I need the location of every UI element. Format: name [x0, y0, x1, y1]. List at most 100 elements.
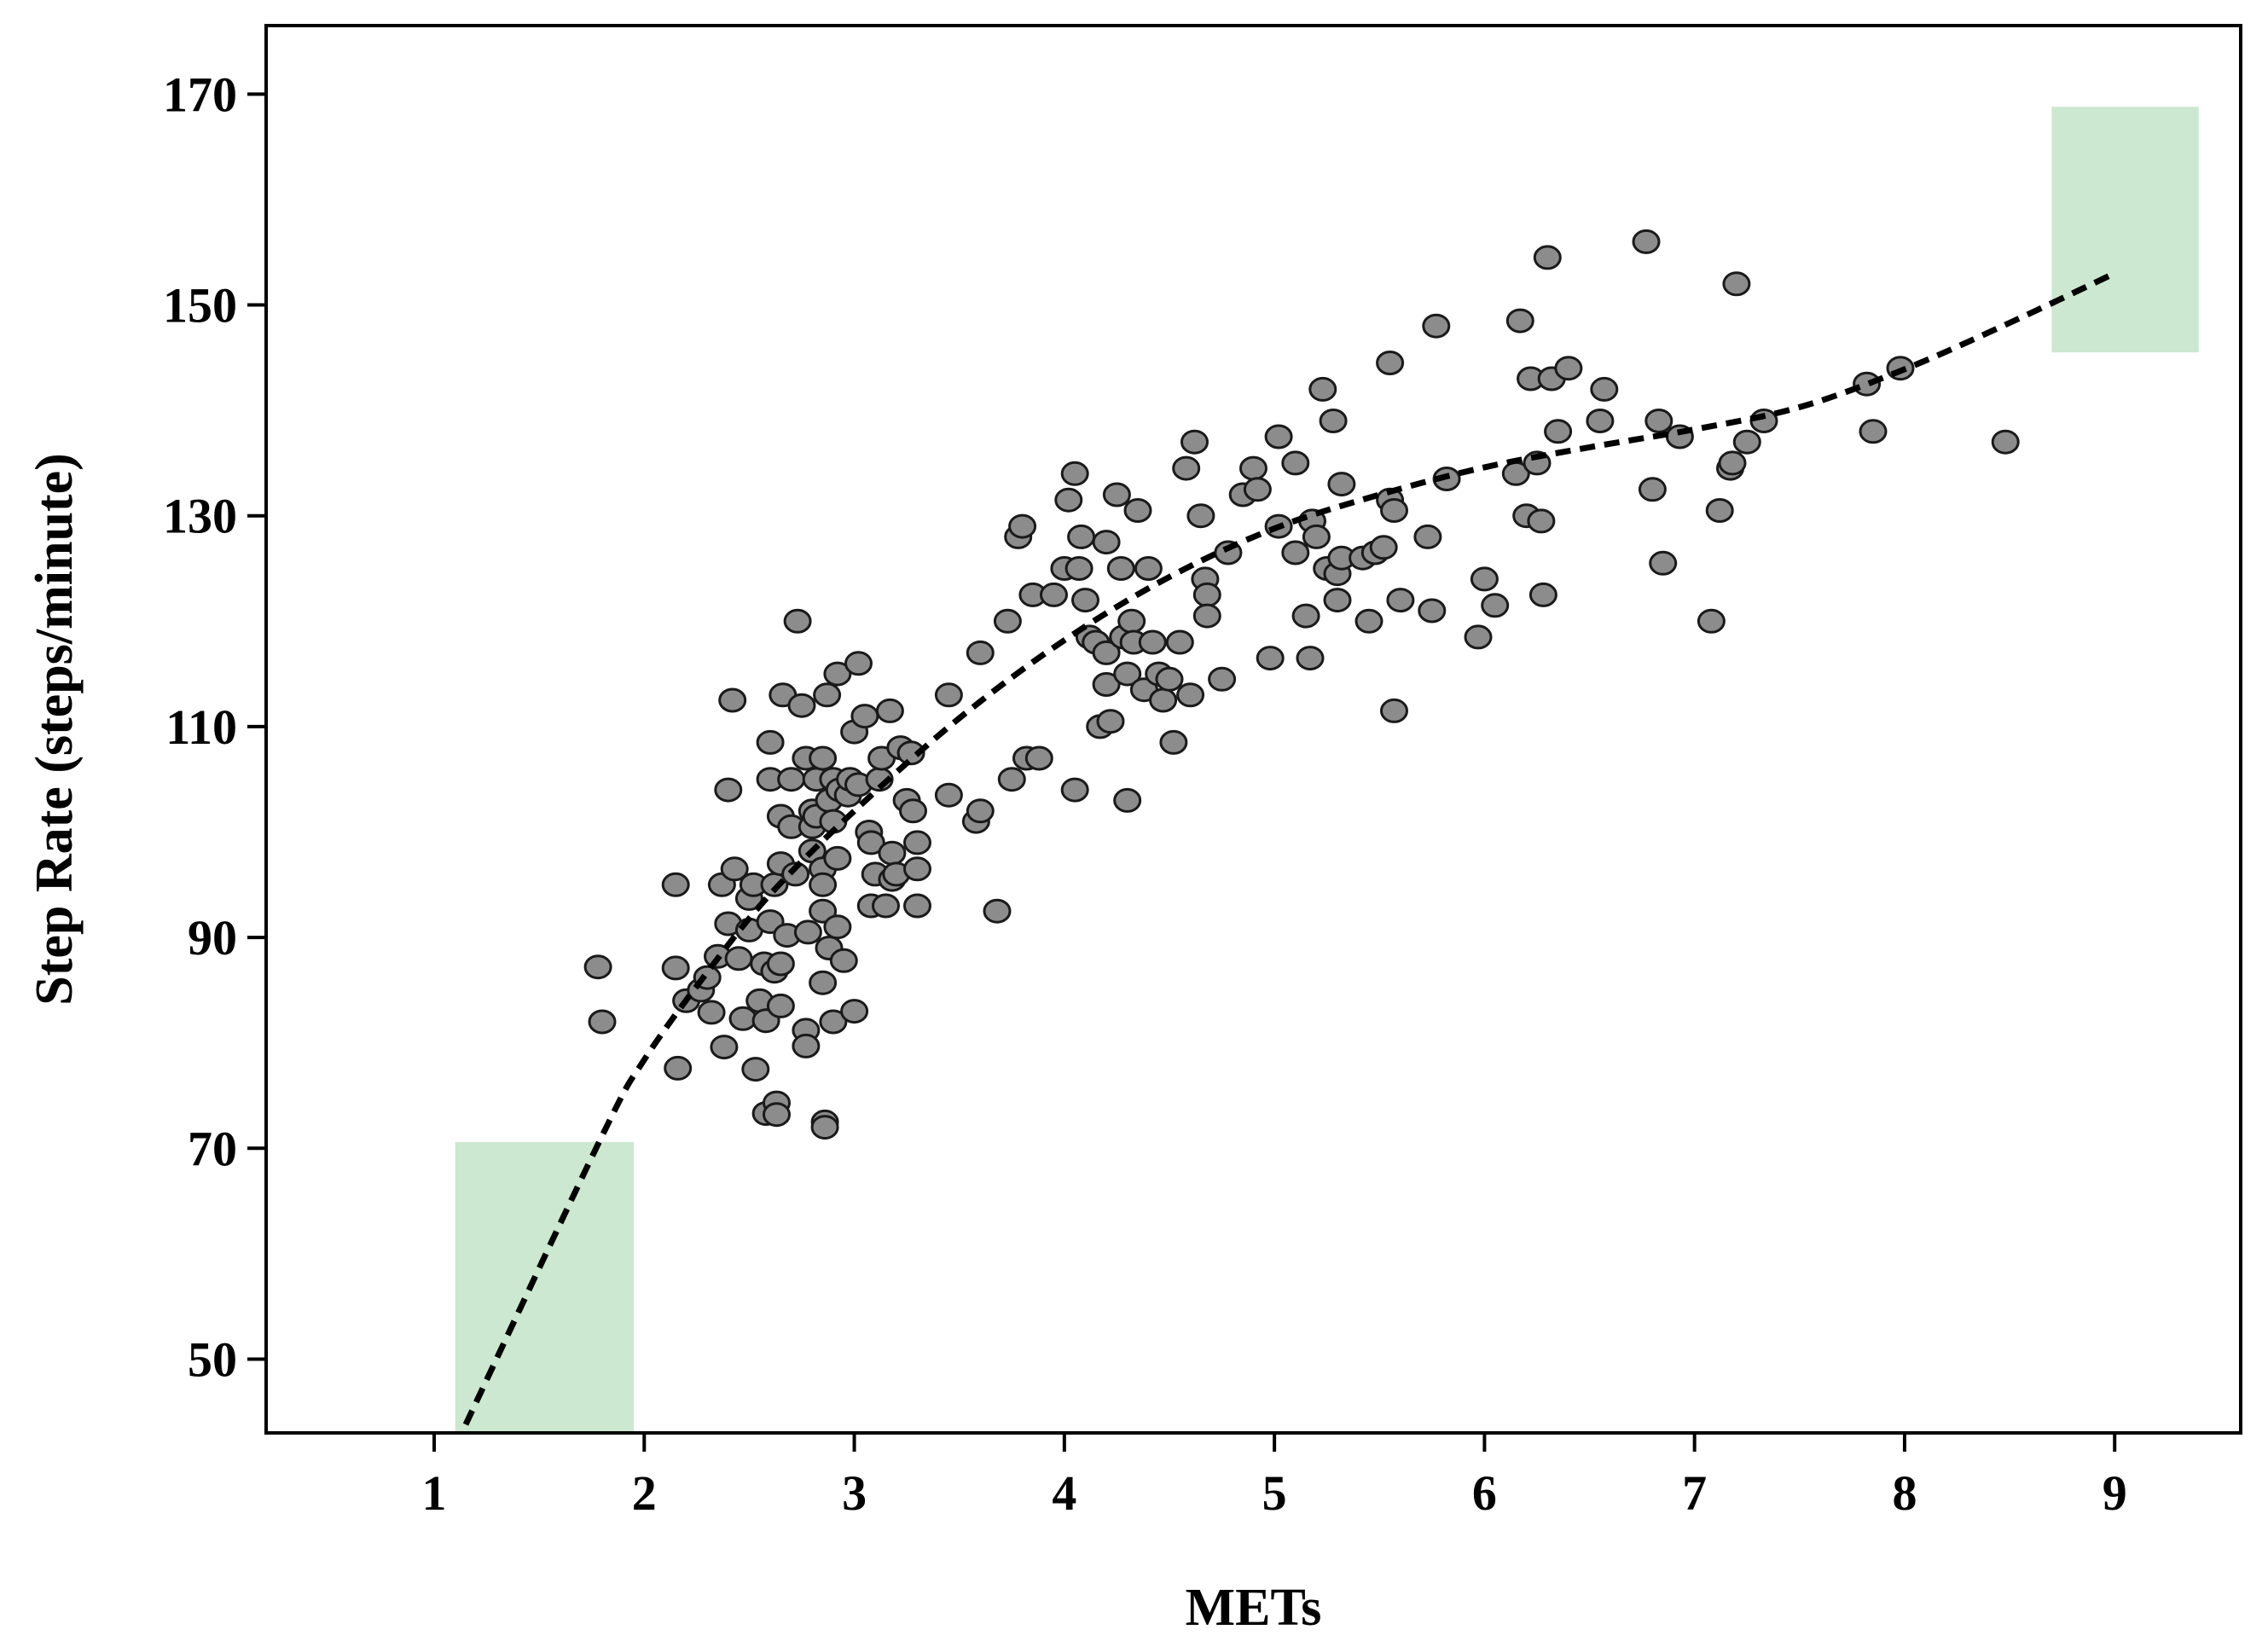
data-point	[1172, 455, 1201, 481]
data-point	[1697, 608, 1726, 634]
data-point	[1060, 461, 1089, 486]
x-tick-label: 8	[1892, 1465, 1917, 1521]
data-point	[1256, 646, 1285, 671]
data-point	[1040, 582, 1068, 607]
x-tick-label: 7	[1682, 1465, 1707, 1521]
data-point	[1464, 624, 1493, 650]
data-point	[1718, 450, 1747, 476]
data-point	[934, 782, 963, 808]
y-tick-label: 150	[163, 278, 237, 333]
data-point	[823, 845, 852, 871]
data-point	[1527, 508, 1556, 534]
y-tick-label: 170	[163, 67, 237, 122]
data-point	[993, 608, 1022, 634]
data-point	[1380, 498, 1408, 523]
data-point	[1096, 709, 1125, 734]
x-tick-label: 6	[1472, 1465, 1497, 1521]
data-point	[875, 698, 904, 723]
y-tick-label: 50	[188, 1331, 237, 1387]
x-axis-title: METs	[1186, 1579, 1322, 1637]
data-point	[1732, 429, 1761, 455]
data-point	[823, 914, 852, 940]
highlight-region-2	[2051, 107, 2199, 353]
data-point	[1302, 524, 1331, 549]
data-point	[1113, 787, 1142, 813]
data-point	[1323, 588, 1352, 613]
data-point	[1239, 455, 1267, 481]
data-point	[766, 993, 795, 1018]
data-point	[1180, 429, 1209, 455]
data-point	[766, 951, 795, 977]
data-point	[934, 682, 963, 708]
data-point	[829, 948, 858, 973]
highlight-region-1	[455, 1141, 634, 1433]
data-point	[809, 970, 838, 995]
data-point	[1470, 566, 1499, 592]
data-point	[850, 704, 879, 729]
data-point	[819, 1009, 848, 1035]
fit-curve	[462, 270, 2116, 1426]
data-point	[997, 767, 1026, 792]
data-point	[1176, 682, 1205, 708]
data-point	[1380, 698, 1408, 723]
data-point	[1354, 608, 1383, 634]
data-point	[1644, 409, 1673, 433]
data-point	[1264, 424, 1293, 449]
data-point	[983, 898, 1012, 924]
y-tick-label: 130	[163, 489, 237, 544]
data-point	[1123, 498, 1152, 523]
data-point	[1376, 351, 1405, 375]
data-point	[1554, 356, 1583, 381]
data-point	[1165, 629, 1194, 655]
data-point	[792, 1033, 821, 1058]
x-axis-ticks: 1 2 3 4 5 6 7 8 9	[422, 1433, 2127, 1521]
data-point	[1386, 588, 1415, 613]
data-point	[844, 651, 873, 676]
data-point	[1243, 477, 1272, 502]
x-tick-label: 1	[422, 1465, 447, 1521]
data-point	[1092, 672, 1121, 697]
data-point	[1291, 603, 1320, 629]
data-point	[1155, 666, 1184, 692]
data-point	[1281, 540, 1310, 565]
data-point	[793, 919, 822, 945]
data-point	[756, 729, 785, 755]
data-point	[1092, 530, 1121, 555]
data-point	[1106, 556, 1135, 581]
data-point	[1113, 661, 1142, 687]
data-point	[1991, 429, 2020, 455]
data-point	[1505, 308, 1534, 333]
data-point	[1638, 477, 1667, 502]
data-point	[697, 1000, 726, 1025]
data-point	[1632, 229, 1661, 254]
data-point	[1024, 745, 1053, 771]
y-axis-ticks: 50 70 90 110 130 150 170	[163, 67, 266, 1387]
data-point	[1092, 640, 1121, 665]
data-point	[1422, 313, 1451, 339]
data-point	[1586, 409, 1615, 433]
data-point	[661, 955, 690, 981]
data-point	[724, 946, 753, 971]
y-axis-title: Step Rate (steps/minute)	[26, 453, 84, 1006]
y-tick-label: 90	[188, 910, 237, 966]
data-point	[1067, 524, 1096, 549]
data-point	[1117, 608, 1146, 634]
y-tick-label: 70	[188, 1121, 237, 1176]
data-point	[777, 767, 806, 792]
data-point	[718, 687, 747, 713]
data-point	[714, 777, 743, 803]
data-point	[1418, 598, 1447, 623]
data-point	[809, 745, 838, 771]
data-point	[1649, 550, 1678, 576]
x-tick-label: 9	[2103, 1465, 2127, 1521]
data-point	[1060, 777, 1089, 803]
data-point	[1722, 271, 1751, 297]
data-point	[872, 893, 900, 919]
data-point	[1853, 371, 1882, 397]
data-point	[720, 856, 749, 882]
y-tick-label: 110	[165, 699, 237, 755]
data-point	[809, 872, 838, 897]
data-point	[1481, 593, 1510, 618]
data-point	[1369, 535, 1398, 560]
data-point	[741, 1057, 770, 1082]
